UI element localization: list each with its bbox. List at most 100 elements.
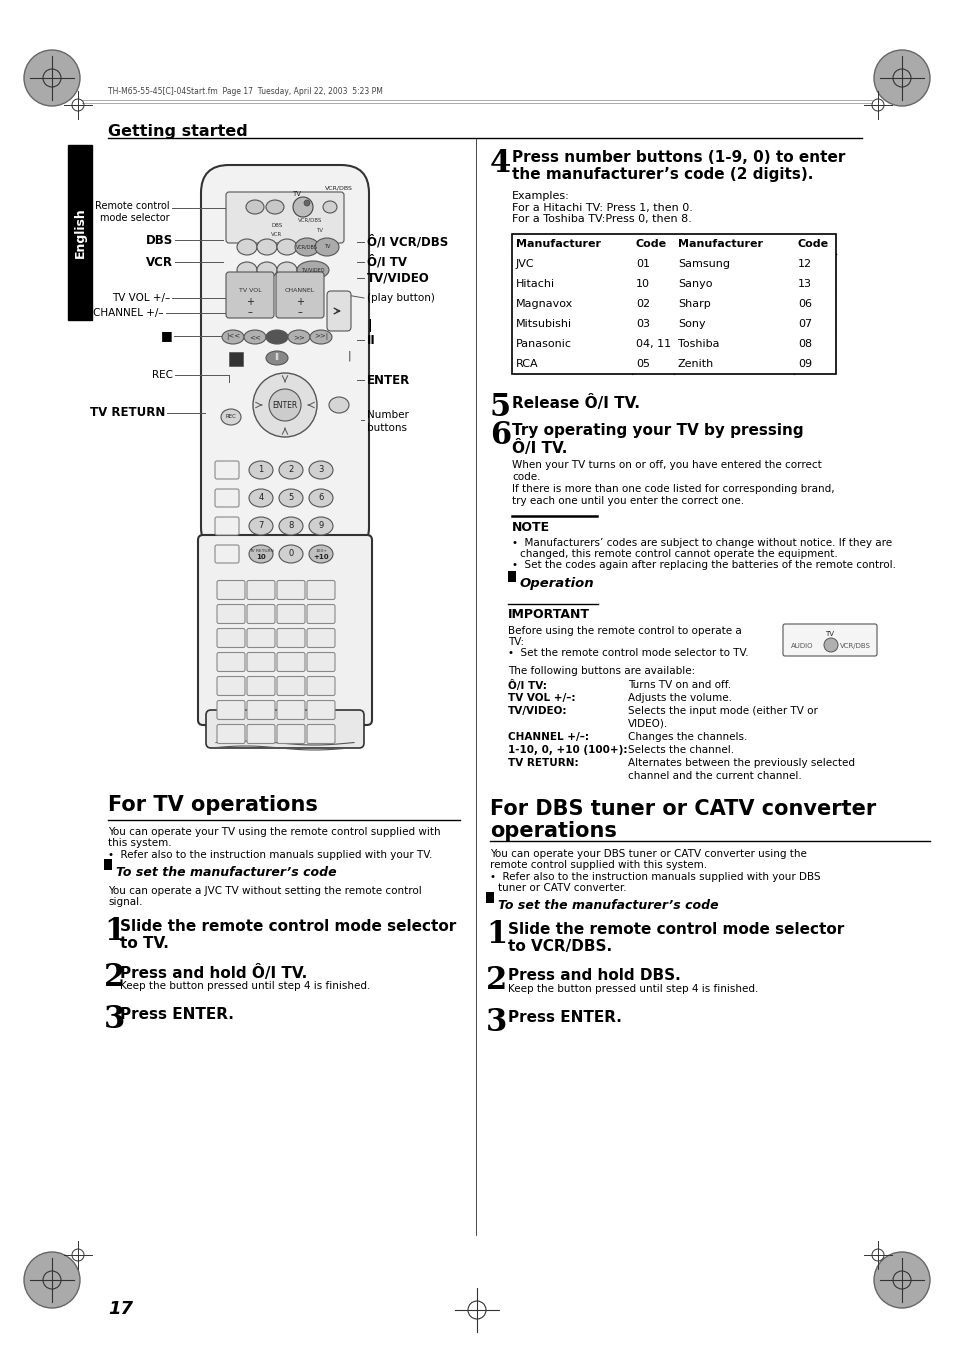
Text: >>: >>	[293, 334, 305, 340]
Bar	[512, 234, 835, 374]
Ellipse shape	[276, 262, 296, 278]
Ellipse shape	[323, 201, 336, 213]
FancyBboxPatch shape	[247, 581, 274, 600]
Text: Turns TV on and off.: Turns TV on and off.	[627, 680, 730, 690]
Text: Keep the button pressed until step 4 is finished.: Keep the button pressed until step 4 is …	[120, 981, 370, 992]
FancyBboxPatch shape	[214, 544, 239, 563]
FancyBboxPatch shape	[276, 581, 305, 600]
Text: CHANNEL: CHANNEL	[285, 288, 314, 293]
Ellipse shape	[221, 409, 241, 426]
Ellipse shape	[222, 330, 244, 345]
Text: II: II	[274, 354, 279, 362]
FancyBboxPatch shape	[226, 272, 274, 317]
Text: Examples:: Examples:	[512, 190, 569, 201]
Text: signal.: signal.	[108, 897, 142, 907]
Text: 06: 06	[797, 299, 811, 309]
Text: TV RETURN: TV RETURN	[90, 407, 165, 420]
Text: For a Hitachi TV: Press 1, then 0.: For a Hitachi TV: Press 1, then 0.	[512, 203, 692, 213]
Ellipse shape	[310, 330, 332, 345]
FancyBboxPatch shape	[782, 624, 876, 657]
Text: to VCR/DBS.: to VCR/DBS.	[507, 939, 612, 954]
FancyBboxPatch shape	[214, 489, 239, 507]
Text: 9: 9	[318, 521, 323, 531]
Text: VCR/DBS: VCR/DBS	[295, 245, 317, 250]
Bar	[104, 859, 112, 870]
Text: Sony: Sony	[678, 319, 705, 330]
Ellipse shape	[314, 238, 338, 255]
Text: Zenith: Zenith	[678, 359, 714, 369]
Text: 3: 3	[104, 1004, 125, 1035]
Text: Slide the remote control mode selector: Slide the remote control mode selector	[120, 919, 456, 934]
FancyBboxPatch shape	[327, 290, 351, 331]
Text: Mitsubishi: Mitsubishi	[516, 319, 572, 330]
Text: tuner or CATV converter.: tuner or CATV converter.	[497, 884, 626, 893]
Text: For TV operations: For TV operations	[108, 794, 317, 815]
Text: TV RETURN: TV RETURN	[249, 549, 274, 553]
Text: REC: REC	[225, 415, 236, 420]
Text: 100+: 100+	[314, 549, 327, 553]
Text: 17: 17	[108, 1300, 132, 1319]
FancyBboxPatch shape	[275, 272, 324, 317]
Text: buttons: buttons	[367, 423, 407, 434]
Text: •  Manufacturers’ codes are subject to change without notice. If they are: • Manufacturers’ codes are subject to ch…	[512, 538, 891, 549]
Text: VCR: VCR	[271, 232, 282, 236]
Text: |<<: |<<	[226, 334, 240, 340]
Ellipse shape	[294, 238, 318, 255]
FancyBboxPatch shape	[216, 581, 245, 600]
FancyBboxPatch shape	[307, 724, 335, 743]
Text: 2: 2	[288, 466, 294, 474]
Text: 6: 6	[490, 420, 511, 451]
Ellipse shape	[278, 489, 303, 507]
FancyBboxPatch shape	[216, 628, 245, 647]
Text: When your TV turns on or off, you have entered the correct: When your TV turns on or off, you have e…	[512, 459, 821, 470]
Ellipse shape	[329, 397, 349, 413]
Text: Manufacturer: Manufacturer	[516, 239, 600, 249]
Text: TV/VIDEO: TV/VIDEO	[367, 272, 429, 285]
Text: TV: TV	[316, 228, 323, 232]
Text: Adjusts the volume.: Adjusts the volume.	[627, 693, 731, 703]
Text: remote control supplied with this system.: remote control supplied with this system…	[490, 861, 706, 870]
Text: Press ENTER.: Press ENTER.	[507, 1011, 621, 1025]
Text: •  Refer also to the instruction manuals supplied with your TV.: • Refer also to the instruction manuals …	[108, 850, 432, 861]
Text: TV: TV	[824, 631, 834, 638]
FancyBboxPatch shape	[247, 724, 274, 743]
FancyBboxPatch shape	[247, 604, 274, 624]
Text: Samsung: Samsung	[678, 259, 729, 269]
FancyBboxPatch shape	[214, 517, 239, 535]
Text: Hitachi: Hitachi	[516, 280, 555, 289]
Text: changed, this remote control cannot operate the equipment.: changed, this remote control cannot oper…	[519, 549, 837, 559]
Text: Sharp: Sharp	[678, 299, 710, 309]
Text: TV VOL: TV VOL	[238, 288, 261, 293]
Text: 4: 4	[490, 149, 511, 178]
Text: ENTER: ENTER	[273, 400, 297, 409]
Circle shape	[253, 373, 316, 436]
Text: 8: 8	[288, 521, 294, 531]
Text: The following buttons are available:: The following buttons are available:	[507, 666, 695, 676]
Circle shape	[24, 50, 80, 105]
Text: REC: REC	[152, 370, 172, 380]
Text: 5: 5	[288, 493, 294, 503]
Ellipse shape	[309, 489, 333, 507]
FancyBboxPatch shape	[276, 701, 305, 720]
Text: Getting started: Getting started	[108, 124, 248, 139]
Bar	[485, 892, 494, 902]
Ellipse shape	[278, 461, 303, 480]
Text: Code: Code	[636, 239, 666, 249]
Bar	[512, 234, 835, 254]
Text: Remote control
mode selector: Remote control mode selector	[95, 201, 170, 223]
Text: Operation: Operation	[519, 577, 594, 590]
Text: Selects the channel.: Selects the channel.	[627, 744, 734, 755]
Text: +: +	[246, 297, 253, 307]
Text: 2: 2	[104, 962, 125, 993]
Text: CHANNEL +/–:: CHANNEL +/–:	[507, 732, 588, 742]
Text: 12: 12	[797, 259, 811, 269]
Text: Press and hold DBS.: Press and hold DBS.	[507, 969, 680, 984]
Text: 09: 09	[797, 359, 811, 369]
FancyBboxPatch shape	[276, 628, 305, 647]
Circle shape	[823, 638, 837, 653]
Text: Toshiba: Toshiba	[678, 339, 719, 349]
Text: 01: 01	[636, 259, 649, 269]
Text: TV: TV	[293, 190, 301, 197]
Text: 10: 10	[636, 280, 649, 289]
Text: II: II	[367, 334, 375, 346]
